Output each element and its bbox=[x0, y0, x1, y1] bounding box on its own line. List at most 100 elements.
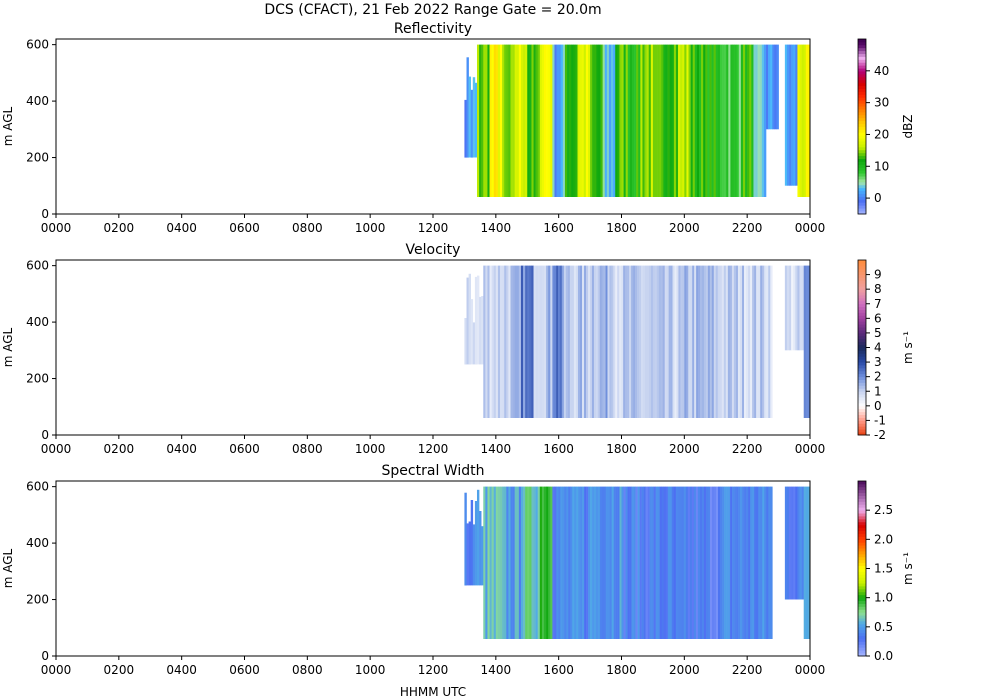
heatmap-cell bbox=[561, 265, 565, 418]
x-tick-label: 1800 bbox=[606, 663, 637, 677]
heatmap-cell bbox=[722, 44, 725, 197]
colorbar-segment bbox=[858, 53, 866, 57]
heatmap-cell bbox=[527, 486, 530, 639]
heatmap-cell bbox=[739, 265, 743, 418]
colorbar-segment bbox=[858, 600, 866, 604]
heatmap-cell bbox=[520, 486, 524, 639]
heatmap-cell bbox=[611, 486, 614, 639]
colorbar-segment bbox=[858, 176, 866, 180]
heatmap-cell bbox=[548, 486, 551, 639]
heatmap-cell bbox=[566, 486, 569, 639]
heatmap-cell bbox=[525, 265, 528, 418]
heatmap-cell bbox=[502, 486, 505, 639]
heatmap-cell bbox=[556, 265, 559, 418]
colorbar-segment bbox=[858, 277, 866, 281]
colorbar-segment bbox=[858, 574, 866, 578]
colorbar-segment bbox=[858, 274, 866, 278]
heatmap-cell bbox=[683, 486, 687, 639]
heatmap-cell bbox=[652, 265, 656, 418]
heatmap-cell bbox=[696, 44, 700, 197]
heatmap-cell bbox=[643, 265, 646, 418]
colorbar-segment bbox=[858, 88, 866, 92]
heatmap-cell bbox=[495, 486, 499, 639]
heatmap-cell bbox=[516, 44, 520, 197]
heatmap-cell bbox=[698, 265, 701, 418]
colorbar-segment bbox=[858, 644, 866, 648]
heatmap-cell bbox=[567, 265, 571, 418]
heatmap-cell bbox=[619, 486, 622, 639]
y-tick-label: 400 bbox=[26, 536, 49, 550]
colorbar-segment bbox=[858, 432, 866, 436]
colorbar-segment bbox=[858, 635, 866, 639]
heatmap-cell bbox=[479, 296, 482, 365]
heatmap-cell bbox=[756, 265, 759, 418]
colorbar-segment bbox=[858, 553, 866, 558]
heatmap-cell bbox=[535, 486, 539, 639]
heatmap-cell bbox=[659, 44, 662, 197]
heatmap-cell bbox=[607, 486, 611, 639]
heatmap-cell bbox=[732, 44, 735, 197]
heatmap-cell bbox=[738, 486, 741, 639]
heatmap-cell bbox=[650, 265, 654, 418]
colorbar-tick-label: 0 bbox=[874, 399, 882, 413]
heatmap-cell bbox=[617, 486, 620, 639]
colorbar-segment bbox=[858, 199, 866, 203]
colorbar-tick-label: 8 bbox=[874, 282, 882, 296]
heatmap-cell bbox=[639, 265, 642, 418]
heatmap-cell bbox=[691, 486, 695, 639]
heatmap-cell bbox=[675, 44, 679, 197]
heatmap-cell bbox=[518, 44, 522, 197]
panel-title: Velocity bbox=[406, 242, 461, 258]
heatmap-cell bbox=[734, 44, 737, 197]
heatmap-cell bbox=[754, 486, 757, 639]
heatmap-cell bbox=[721, 265, 725, 418]
heatmap-cell bbox=[552, 44, 555, 197]
heatmap-cell bbox=[539, 44, 543, 197]
heatmap-cell bbox=[776, 44, 779, 130]
heatmap-cell bbox=[711, 486, 715, 639]
heatmap-cell bbox=[470, 89, 474, 158]
heatmap-cell bbox=[527, 265, 530, 418]
colorbar-segment bbox=[858, 653, 866, 657]
heatmap-cell bbox=[605, 265, 608, 418]
colorbar-segment bbox=[858, 208, 866, 212]
x-tick-label: 0600 bbox=[229, 442, 260, 456]
heatmap-cell bbox=[572, 486, 575, 639]
heatmap-cell bbox=[770, 265, 773, 418]
heatmap-cell bbox=[497, 44, 501, 197]
heatmap-data bbox=[464, 44, 810, 197]
colorbar-segment bbox=[858, 536, 866, 540]
x-tick-label: 1000 bbox=[355, 221, 386, 235]
heatmap-cell bbox=[725, 265, 729, 418]
heatmap-cell bbox=[795, 486, 798, 600]
heatmap-cell bbox=[615, 265, 618, 418]
colorbar-segment bbox=[858, 280, 866, 284]
colorbar-segment bbox=[858, 265, 866, 270]
heatmap-cell bbox=[609, 486, 612, 639]
heatmap-cell bbox=[727, 265, 731, 418]
heatmap-cell bbox=[666, 265, 669, 418]
colorbar-segment bbox=[858, 510, 866, 514]
colorbar-segment bbox=[858, 568, 866, 572]
heatmap-cell bbox=[588, 265, 591, 418]
colorbar-segment bbox=[858, 638, 866, 642]
heatmap-cell bbox=[756, 486, 759, 639]
heatmap-cell bbox=[625, 44, 629, 197]
heatmap-cell bbox=[617, 265, 620, 418]
heatmap-cell bbox=[633, 486, 636, 639]
heatmap-cell bbox=[664, 265, 667, 418]
colorbar-segment bbox=[858, 149, 866, 154]
heatmap-cell bbox=[483, 44, 486, 197]
colorbar-segment bbox=[858, 187, 866, 192]
x-tick-label: 2000 bbox=[669, 221, 700, 235]
heatmap-cell bbox=[703, 44, 706, 197]
heatmap-cell bbox=[797, 486, 800, 600]
heatmap-cell bbox=[713, 486, 717, 639]
heatmap-cell bbox=[805, 265, 809, 418]
y-tick-label: 0 bbox=[41, 649, 49, 663]
colorbar-segment bbox=[858, 286, 866, 290]
colorbar-segment bbox=[858, 65, 866, 69]
heatmap-cell bbox=[715, 44, 719, 197]
heatmap-cell bbox=[535, 265, 539, 418]
